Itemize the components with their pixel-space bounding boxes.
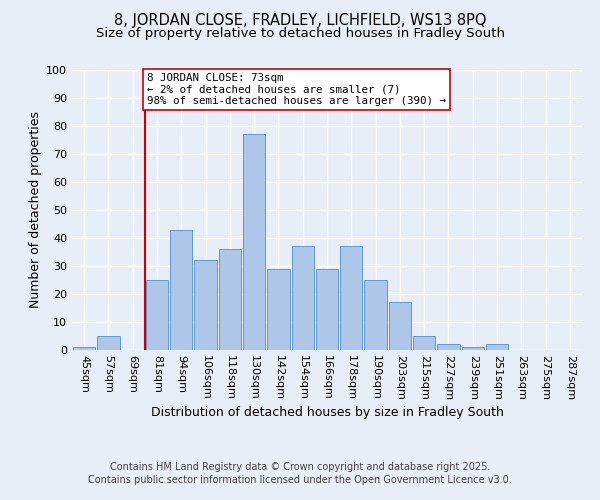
Bar <box>218 249 241 350</box>
Bar <box>97 336 119 350</box>
Bar <box>437 344 460 350</box>
Text: Contains HM Land Registry data © Crown copyright and database right 2025.: Contains HM Land Registry data © Crown c… <box>110 462 490 472</box>
Bar <box>194 260 217 350</box>
Bar <box>413 336 436 350</box>
Bar <box>292 246 314 350</box>
Text: Contains public sector information licensed under the Open Government Licence v3: Contains public sector information licen… <box>88 475 512 485</box>
Bar <box>73 347 95 350</box>
X-axis label: Distribution of detached houses by size in Fradley South: Distribution of detached houses by size … <box>151 406 503 418</box>
Bar <box>389 302 411 350</box>
Bar <box>486 344 508 350</box>
Text: 8 JORDAN CLOSE: 73sqm
← 2% of detached houses are smaller (7)
98% of semi-detach: 8 JORDAN CLOSE: 73sqm ← 2% of detached h… <box>147 73 446 106</box>
Bar <box>243 134 265 350</box>
Y-axis label: Number of detached properties: Number of detached properties <box>29 112 42 308</box>
Text: Size of property relative to detached houses in Fradley South: Size of property relative to detached ho… <box>95 28 505 40</box>
Bar <box>461 347 484 350</box>
Bar <box>170 230 193 350</box>
Bar <box>364 280 387 350</box>
Bar <box>340 246 362 350</box>
Bar <box>316 269 338 350</box>
Bar <box>267 269 290 350</box>
Bar <box>146 280 168 350</box>
Text: 8, JORDAN CLOSE, FRADLEY, LICHFIELD, WS13 8PQ: 8, JORDAN CLOSE, FRADLEY, LICHFIELD, WS1… <box>114 12 486 28</box>
